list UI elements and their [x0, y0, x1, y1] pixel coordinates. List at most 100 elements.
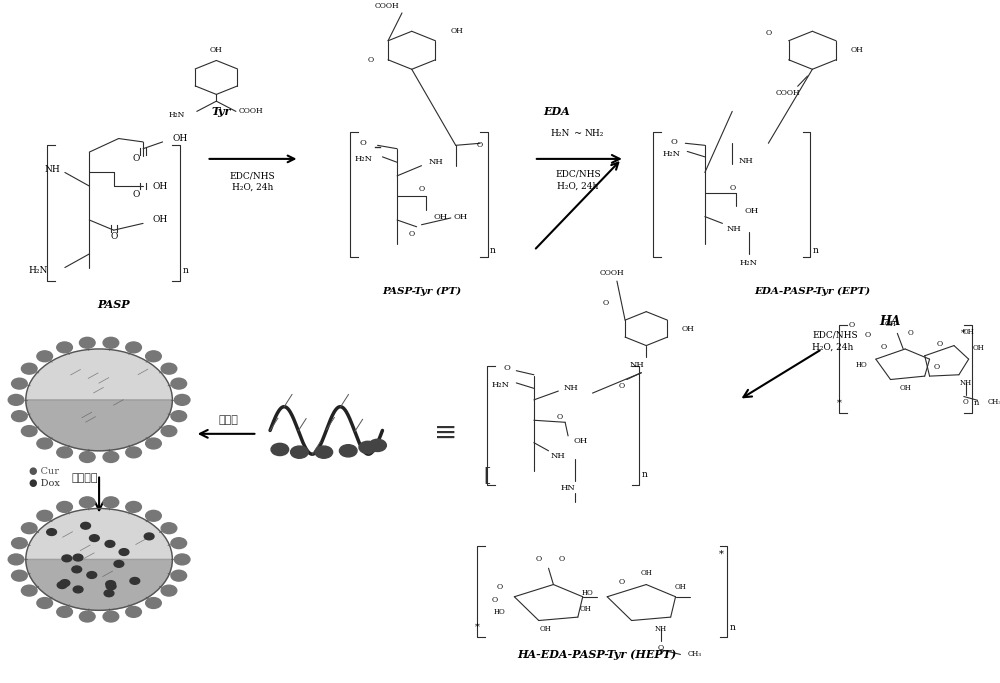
- Circle shape: [359, 441, 377, 454]
- Circle shape: [126, 607, 141, 617]
- Text: n: n: [490, 246, 496, 255]
- Text: H₂N: H₂N: [491, 381, 509, 389]
- Circle shape: [174, 554, 190, 565]
- Circle shape: [81, 522, 90, 529]
- Text: HN: HN: [561, 484, 575, 492]
- Text: n: n: [641, 470, 647, 479]
- Circle shape: [21, 363, 37, 374]
- Circle shape: [106, 583, 116, 589]
- Text: PASP: PASP: [97, 299, 130, 310]
- Text: H₂N: H₂N: [29, 266, 48, 275]
- Text: O: O: [133, 191, 140, 199]
- Text: NH: NH: [727, 225, 742, 233]
- Text: OH: OH: [453, 212, 468, 221]
- Circle shape: [146, 598, 161, 609]
- Wedge shape: [26, 559, 172, 611]
- Text: OH: OH: [851, 46, 864, 54]
- Circle shape: [57, 501, 72, 512]
- Circle shape: [119, 548, 129, 555]
- Text: COOH: COOH: [238, 107, 263, 115]
- Circle shape: [21, 522, 37, 533]
- Text: O: O: [848, 321, 854, 329]
- Wedge shape: [26, 349, 172, 400]
- Text: OH: OH: [574, 437, 588, 445]
- Text: O: O: [658, 643, 664, 652]
- Circle shape: [103, 451, 119, 462]
- Circle shape: [271, 443, 289, 456]
- Circle shape: [291, 446, 308, 458]
- Circle shape: [174, 395, 190, 405]
- Text: O: O: [933, 363, 939, 372]
- Text: COOH: COOH: [375, 2, 400, 10]
- Text: EDA: EDA: [543, 106, 570, 117]
- Text: 负载药物: 负载药物: [72, 473, 98, 483]
- Circle shape: [12, 410, 27, 421]
- Circle shape: [79, 451, 95, 462]
- Circle shape: [114, 561, 124, 568]
- Text: n: n: [812, 246, 818, 255]
- Circle shape: [126, 501, 141, 512]
- Text: O: O: [865, 331, 871, 339]
- Text: H₂O, 24h: H₂O, 24h: [232, 183, 273, 192]
- Circle shape: [37, 438, 53, 449]
- Text: O: O: [110, 232, 117, 242]
- Circle shape: [57, 607, 72, 617]
- Text: [: [: [483, 466, 491, 484]
- Text: NH: NH: [739, 157, 753, 165]
- Text: OH: OH: [963, 328, 975, 336]
- Text: OH: OH: [172, 134, 188, 143]
- Circle shape: [8, 554, 24, 565]
- Text: O: O: [936, 339, 942, 348]
- Text: OH: OH: [580, 605, 592, 613]
- Text: *: *: [475, 623, 480, 632]
- Text: n: n: [182, 266, 188, 275]
- Circle shape: [57, 342, 72, 353]
- Text: O: O: [619, 578, 625, 586]
- Circle shape: [104, 590, 114, 597]
- Text: NH: NH: [655, 626, 667, 633]
- Text: OH: OH: [745, 207, 759, 215]
- Text: n: n: [974, 400, 979, 407]
- Text: NH₂: NH₂: [585, 128, 604, 137]
- Circle shape: [87, 572, 97, 579]
- Text: O: O: [556, 413, 562, 421]
- Text: O: O: [536, 555, 542, 563]
- Text: *: *: [719, 550, 724, 559]
- Circle shape: [79, 497, 95, 507]
- Circle shape: [79, 337, 95, 348]
- Text: O: O: [359, 139, 366, 148]
- Circle shape: [12, 378, 27, 389]
- Circle shape: [171, 378, 187, 389]
- Text: H₂N: H₂N: [662, 150, 680, 158]
- Text: Tyr: Tyr: [212, 106, 231, 117]
- Text: CH₃: CH₃: [688, 650, 702, 658]
- Circle shape: [146, 351, 161, 362]
- Text: OH: OH: [973, 344, 984, 352]
- Text: O: O: [492, 596, 498, 604]
- Text: O: O: [907, 329, 913, 337]
- Text: COOH: COOH: [600, 269, 624, 277]
- Text: NH: NH: [629, 361, 644, 369]
- Circle shape: [315, 446, 333, 458]
- Circle shape: [103, 337, 119, 348]
- Text: HO: HO: [582, 589, 593, 598]
- Circle shape: [79, 611, 95, 622]
- Circle shape: [12, 538, 27, 548]
- Circle shape: [73, 586, 83, 593]
- Wedge shape: [26, 509, 172, 559]
- Text: O: O: [602, 298, 608, 307]
- Text: O: O: [133, 154, 140, 163]
- Text: *: *: [961, 329, 966, 338]
- Text: HA-EDA-PASP-Tyr (HEPT): HA-EDA-PASP-Tyr (HEPT): [518, 649, 677, 660]
- Text: EDA-PASP-Tyr (EPT): EDA-PASP-Tyr (EPT): [754, 287, 870, 296]
- Text: O: O: [503, 364, 510, 372]
- Text: NH: NH: [551, 452, 566, 460]
- Text: OH: OH: [640, 569, 652, 577]
- Circle shape: [57, 447, 72, 458]
- Circle shape: [73, 554, 83, 561]
- Text: H₂N: H₂N: [740, 259, 758, 267]
- Text: OH: OH: [450, 27, 463, 36]
- Circle shape: [57, 582, 67, 589]
- Text: O: O: [477, 141, 483, 150]
- Circle shape: [37, 598, 53, 609]
